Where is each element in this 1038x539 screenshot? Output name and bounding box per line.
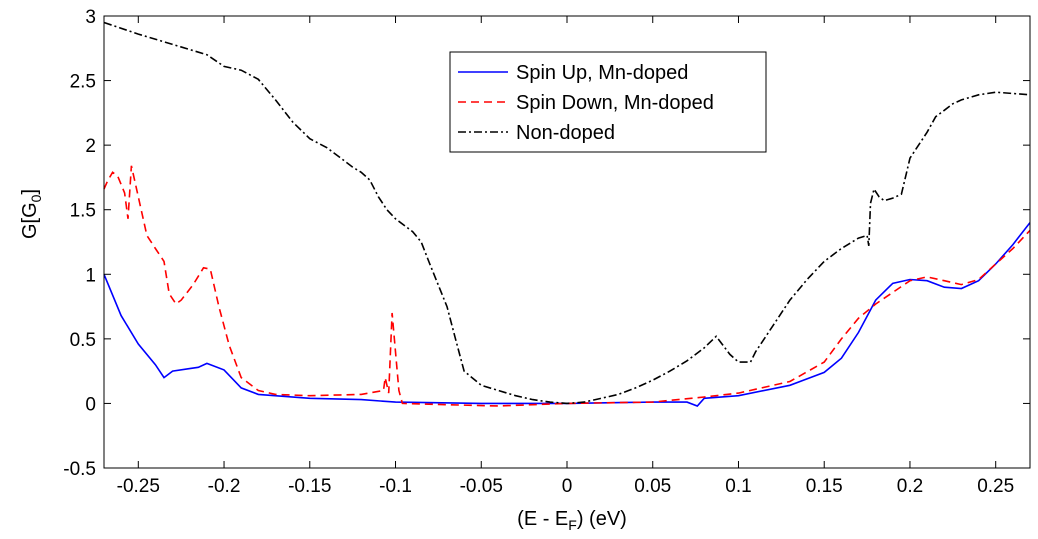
x-axis-ticks: -0.25 -0.2 -0.15 -0.1 -0.05 0 0.05 0.1 0.15 0.2 0.…: [117, 16, 1014, 497]
x-tick-label: 0.2: [897, 476, 923, 497]
y-axis-label-main: G[G: [19, 202, 41, 239]
legend: Spin Up, Mn-doped Spin Down, Mn-doped Non-…: [449, 51, 767, 153]
y-tick-label: 3: [85, 7, 96, 28]
legend-label-0: Spin Up, Mn-doped: [516, 62, 688, 84]
series-line-0: [103, 222, 1031, 407]
x-tick-label: 0.25: [977, 476, 1014, 497]
y-tick-label: 0: [85, 394, 96, 415]
x-tick-label: -0.15: [288, 476, 331, 497]
y-tick-label: 0.5: [70, 330, 96, 351]
x-tick-label: -0.1: [379, 476, 412, 497]
series-line-2: [103, 21, 1031, 405]
x-tick-label: -0.05: [460, 476, 503, 497]
y-tick-label: 2: [85, 136, 96, 157]
y-axis-label-sub: 0: [28, 194, 44, 202]
x-tick-label: -0.25: [117, 476, 160, 497]
y-tick-label: 1.5: [70, 201, 96, 222]
x-tick-label: 0.05: [634, 476, 671, 497]
x-tick-label: -0.2: [208, 476, 241, 497]
x-axis-label-main: (E - E: [517, 508, 568, 530]
x-tick-label: 0.1: [725, 476, 751, 497]
y-axis-label: G[G0]: [19, 189, 44, 239]
y-tick-label: 1: [85, 265, 96, 286]
series-layer: [103, 21, 1031, 407]
y-axis-label-tail: ]: [19, 189, 41, 195]
x-tick-label: 0.15: [806, 476, 843, 497]
y-tick-label: -0.5: [63, 459, 96, 480]
legend-label-2: Non-doped: [516, 122, 615, 144]
x-tick-label: 0: [562, 476, 573, 497]
y-axis-ticks: -0.5 0 0.5 1 1.5 2 2.5 3: [63, 7, 1030, 480]
x-axis-label: (E - EF) (eV): [517, 508, 627, 533]
y-tick-label: 2.5: [70, 72, 96, 93]
legend-label-1: Spin Down, Mn-doped: [516, 92, 714, 114]
series-line-1: [103, 165, 1031, 407]
x-axis-label-sub: F: [568, 517, 577, 533]
x-axis-label-tail: ) (eV): [577, 508, 627, 530]
